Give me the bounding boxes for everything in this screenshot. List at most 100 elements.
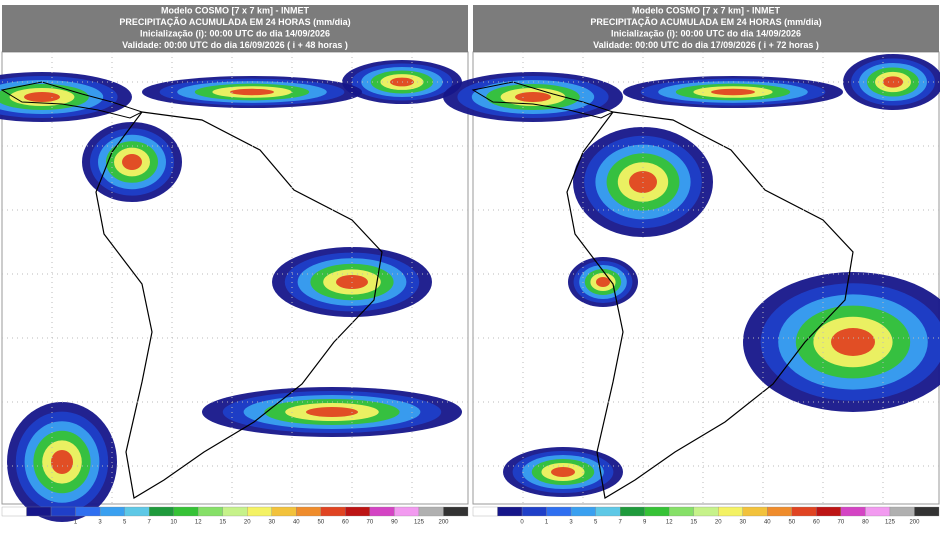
map-content	[0, 52, 468, 522]
map-content	[443, 52, 940, 504]
scale-swatch	[472, 506, 498, 517]
scale-label: 90	[391, 520, 398, 526]
scale-swatch	[198, 506, 223, 517]
scale-label: 200	[909, 520, 920, 526]
map-panel: Modelo COSMO [7 x 7 km] - INMET PRECIPITA…	[443, 5, 940, 526]
scale-swatch	[865, 506, 891, 517]
scale-label: 9	[643, 520, 647, 526]
header-line: PRECIPITAÇÃO ACUMULADA EM 24 HORAS (mm/d…	[590, 17, 821, 27]
precip-area	[596, 277, 610, 287]
precip-area	[51, 450, 73, 474]
scale-swatch	[767, 506, 792, 517]
header-line: PRECIPITAÇÃO ACUMULADA EM 24 HORAS (mm/d…	[119, 17, 350, 27]
scale-swatch	[394, 506, 420, 517]
scale-swatch	[247, 506, 272, 517]
header-line: Modelo COSMO [7 x 7 km] - INMET	[161, 5, 310, 15]
scale-swatch	[50, 506, 76, 517]
header-box	[473, 5, 939, 52]
header-line: Modelo COSMO [7 x 7 km] - INMET	[632, 5, 781, 15]
scale-label: 1	[545, 520, 549, 526]
scale-label: 12	[666, 520, 673, 526]
scale-swatch	[75, 506, 101, 517]
scale-swatch	[546, 506, 572, 517]
scale-swatch	[173, 506, 199, 517]
scale-label: 7	[618, 520, 622, 526]
scale-label: 20	[244, 520, 251, 526]
scale-swatch	[1, 506, 27, 517]
scale-swatch	[620, 506, 645, 517]
scale-label: 5	[123, 520, 127, 526]
scale-swatch	[840, 506, 866, 517]
scale-swatch	[222, 506, 248, 517]
scale-label: 125	[414, 520, 425, 526]
scale-swatch	[816, 506, 842, 517]
scale-swatch	[669, 506, 694, 517]
scale-swatch	[521, 506, 547, 517]
header-line: Validade: 00:00 UTC do dia 17/09/2026 ( …	[593, 40, 819, 50]
scale-swatch	[149, 506, 174, 517]
scale-swatch	[570, 506, 596, 517]
precip-area	[24, 92, 60, 102]
central-america-outline	[471, 81, 615, 119]
scale-label: 60	[342, 520, 349, 526]
scale-label: 40	[293, 520, 300, 526]
header-line: Validade: 00:00 UTC do dia 16/09/2026 ( …	[122, 40, 348, 50]
scale-swatch	[718, 506, 743, 517]
map-panel: Modelo COSMO [7 x 7 km] - INMET PRECIPITA…	[0, 5, 469, 526]
scale-swatch	[693, 506, 719, 517]
scale-label: 20	[715, 520, 722, 526]
scale-label: 200	[438, 520, 449, 526]
scale-label: 15	[219, 520, 226, 526]
scale-swatch	[124, 506, 150, 517]
scale-label: 80	[862, 520, 869, 526]
scale-swatch	[595, 506, 621, 517]
scale-swatch	[369, 506, 395, 517]
scale-label: 30	[268, 520, 275, 526]
precip-area	[515, 92, 551, 102]
precip-area	[711, 88, 755, 96]
scale-label: 40	[764, 520, 771, 526]
scale-swatch	[418, 506, 444, 517]
scale-label: 10	[170, 520, 177, 526]
continent-outline	[566, 111, 854, 499]
scale-label: 70	[367, 520, 374, 526]
scale-swatch	[443, 506, 469, 517]
scale-label: 1	[74, 520, 78, 526]
scale-label: 60	[813, 520, 820, 526]
scale-label: 70	[838, 520, 845, 526]
scale-swatch	[791, 506, 817, 517]
precip-area	[831, 328, 875, 356]
scale-swatch	[296, 506, 321, 517]
scale-swatch	[889, 506, 915, 517]
scale-label: 12	[195, 520, 202, 526]
scale-swatch	[320, 506, 346, 517]
continent-outline	[95, 111, 383, 499]
scale-label: 15	[690, 520, 697, 526]
scale-label: 50	[788, 520, 795, 526]
precip-area	[551, 467, 575, 477]
scale-swatch	[345, 506, 371, 517]
scale-swatch	[271, 506, 297, 517]
scale-swatch	[742, 506, 768, 517]
header-box	[2, 5, 468, 52]
scale-label: 30	[739, 520, 746, 526]
scale-label: 50	[317, 520, 324, 526]
scale-swatch	[644, 506, 670, 517]
central-america-outline	[0, 81, 144, 119]
scale-label: 3	[569, 520, 573, 526]
scale-swatch	[26, 506, 52, 517]
header-line: Inicialização (i): 00:00 UTC do dia 14/0…	[611, 28, 801, 38]
precip-area	[306, 407, 358, 417]
scale-label: 5	[594, 520, 598, 526]
precip-area	[230, 88, 274, 96]
scale-label: 0	[520, 520, 524, 526]
scale-label: 125	[885, 520, 896, 526]
header-line: Inicialização (i): 00:00 UTC do dia 14/0…	[140, 28, 330, 38]
scale-swatch	[914, 506, 940, 517]
scale-label: 7	[147, 520, 151, 526]
precip-area	[122, 154, 142, 170]
scale-label: 3	[98, 520, 102, 526]
scale-swatch	[99, 506, 125, 517]
scale-swatch	[497, 506, 523, 517]
